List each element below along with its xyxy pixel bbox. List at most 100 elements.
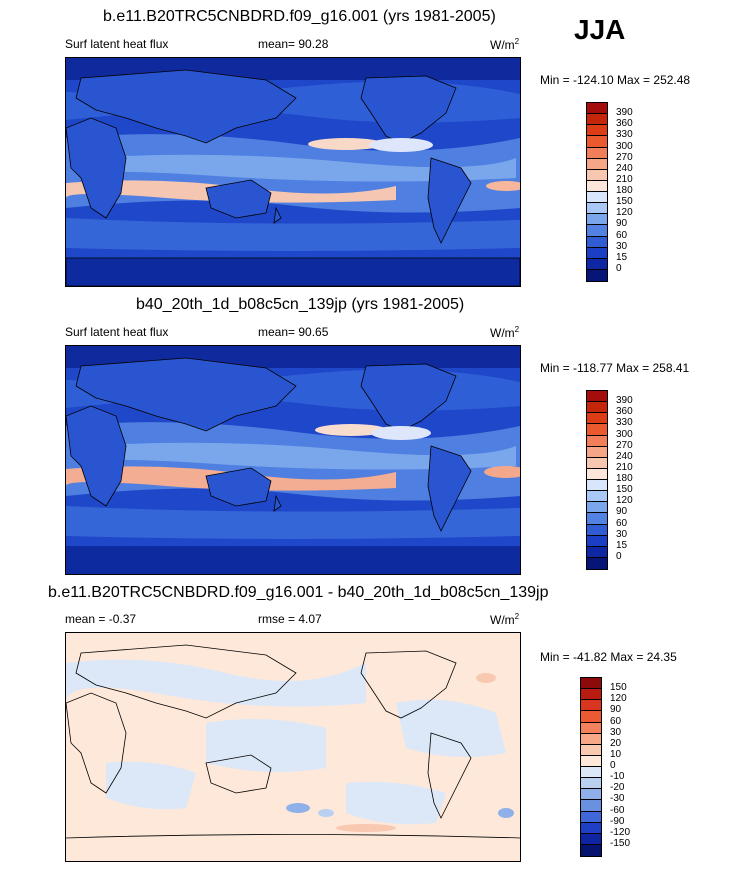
- colorbar-tick-label: -120: [610, 826, 631, 838]
- panel3-colorbar: [580, 677, 602, 857]
- colorbar-swatch: [587, 391, 607, 403]
- colorbar-tick-label: 120: [616, 495, 633, 507]
- colorbar-swatch: [587, 225, 607, 237]
- colorbar-swatch: [587, 136, 607, 148]
- colorbar-swatch: [587, 557, 607, 569]
- panel2-map: [65, 345, 521, 575]
- colorbar-tick-label: 0: [616, 550, 622, 562]
- colorbar-swatch: [587, 513, 607, 525]
- colorbar-tick-label: 10: [610, 748, 622, 760]
- panel1-variable-label: Surf latent heat flux: [65, 37, 169, 51]
- colorbar-tick-label: 30: [616, 528, 628, 540]
- colorbar-tick-label: 360: [616, 406, 633, 418]
- colorbar-swatch: [581, 833, 601, 845]
- colorbar-tick-label: 15: [616, 539, 628, 551]
- panel2-title: b40_20th_1d_b08c5cn_139jp (yrs 1981-2005…: [136, 296, 465, 313]
- colorbar-swatch: [581, 678, 601, 690]
- colorbar-swatch: [581, 755, 601, 767]
- colorbar-tick-label: 390: [616, 107, 633, 119]
- colorbar-tick-label: 150: [610, 682, 627, 694]
- colorbar-swatch: [587, 535, 607, 547]
- panel1-map-field: [66, 58, 520, 286]
- panel2-minmax: Min = -118.77 Max = 258.41: [540, 361, 690, 375]
- colorbar-tick-label: 180: [616, 185, 633, 196]
- colorbar-swatch: [581, 767, 601, 779]
- colorbar-tick-label: 30: [610, 726, 622, 738]
- colorbar-swatch: [587, 258, 607, 270]
- colorbar-swatch: [587, 269, 607, 281]
- colorbar-tick-label: -20: [610, 782, 625, 794]
- panel1-colorbar-ticks: 390 360 330 300 270 240 210 180 150 120 90 60 30 15 0: [616, 102, 656, 282]
- colorbar-tick-label: -150: [610, 837, 631, 849]
- colorbar-tick-label: 390: [616, 395, 633, 407]
- colorbar-swatch: [581, 822, 601, 834]
- colorbar-tick-label: 210: [616, 173, 633, 185]
- colorbar-swatch: [587, 402, 607, 414]
- colorbar-swatch: [587, 114, 607, 126]
- colorbar-tick-label: 150: [616, 196, 633, 208]
- colorbar-swatch: [587, 247, 607, 259]
- colorbar-tick-label: 60: [610, 715, 622, 727]
- colorbar-swatch: [587, 524, 607, 536]
- colorbar-swatch: [587, 502, 607, 514]
- colorbar-tick-label: 120: [616, 207, 633, 219]
- panel1-mean-label: mean= 90.28: [258, 37, 329, 51]
- panel3-title: b.e11.B20TRC5CNBDRD.f09_g16.001 - b40_20…: [48, 584, 549, 601]
- colorbar-swatch: [581, 700, 601, 712]
- colorbar-tick-label: 90: [610, 704, 622, 716]
- colorbar-swatch: [587, 457, 607, 469]
- colorbar-swatch: [581, 722, 601, 734]
- panel3-units: W/m2: [490, 612, 520, 627]
- panel2-colorbar: [586, 390, 608, 570]
- panel1-title: b.e11.B20TRC5CNBDRD.f09_g16.001 (yrs 198…: [103, 8, 496, 25]
- colorbar-swatch: [587, 158, 607, 170]
- panel2-variable-label: Surf latent heat flux: [65, 325, 169, 339]
- colorbar-swatch: [587, 468, 607, 480]
- colorbar-tick-label: 15: [616, 251, 628, 263]
- colorbar-swatch: [581, 778, 601, 790]
- colorbar-swatch: [587, 435, 607, 447]
- panel1-map: [65, 57, 521, 287]
- colorbar-tick-label: 180: [616, 473, 633, 484]
- colorbar-swatch: [587, 546, 607, 558]
- colorbar-tick-label: 330: [616, 129, 633, 141]
- panel2-map-field: [66, 346, 520, 574]
- colorbar-swatch: [587, 446, 607, 458]
- panel1-minmax: Min = -124.10 Max = 252.48: [540, 73, 691, 87]
- colorbar-tick-label: 90: [616, 506, 628, 518]
- colorbar-tick-label: -90: [610, 815, 625, 827]
- colorbar-tick-label: 270: [616, 151, 633, 163]
- colorbar-tick-label: 300: [616, 140, 633, 152]
- colorbar-swatch: [581, 811, 601, 823]
- colorbar-tick-label: 0: [610, 760, 616, 771]
- colorbar-tick-label: 90: [616, 218, 628, 230]
- colorbar-swatch: [587, 480, 607, 492]
- colorbar-tick-label: -30: [610, 793, 625, 805]
- colorbar-swatch: [581, 800, 601, 812]
- colorbar-swatch: [587, 147, 607, 159]
- colorbar-tick-label: -60: [610, 804, 625, 816]
- colorbar-swatch: [587, 192, 607, 204]
- panel3-colorbar-ticks: 150 120 90 60 30 20 10 0 -10 -20 -30 -60 -90 -120 -150: [610, 677, 650, 857]
- colorbar-swatch: [587, 491, 607, 503]
- panel3-rmse-label: rmse = 4.07: [258, 612, 322, 626]
- colorbar-tick-label: 60: [616, 517, 628, 529]
- panel3-mean-label: mean = -0.37: [65, 612, 137, 626]
- colorbar-tick-label: 120: [610, 693, 627, 705]
- panel3-map: [65, 632, 521, 862]
- colorbar-swatch: [587, 103, 607, 115]
- colorbar-tick-label: 60: [616, 229, 628, 241]
- colorbar-swatch: [587, 424, 607, 436]
- colorbar-swatch: [581, 711, 601, 723]
- season-label: JJA: [574, 14, 626, 45]
- colorbar-tick-label: 300: [616, 428, 633, 440]
- colorbar-tick-label: 30: [616, 240, 628, 252]
- colorbar-swatch: [587, 203, 607, 215]
- colorbar-swatch: [587, 214, 607, 226]
- colorbar-swatch: [587, 236, 607, 248]
- colorbar-swatch: [581, 689, 601, 701]
- panel3-map-field: [66, 633, 520, 861]
- colorbar-swatch: [587, 169, 607, 181]
- colorbar-swatch: [581, 733, 601, 745]
- colorbar-tick-label: 240: [616, 450, 633, 462]
